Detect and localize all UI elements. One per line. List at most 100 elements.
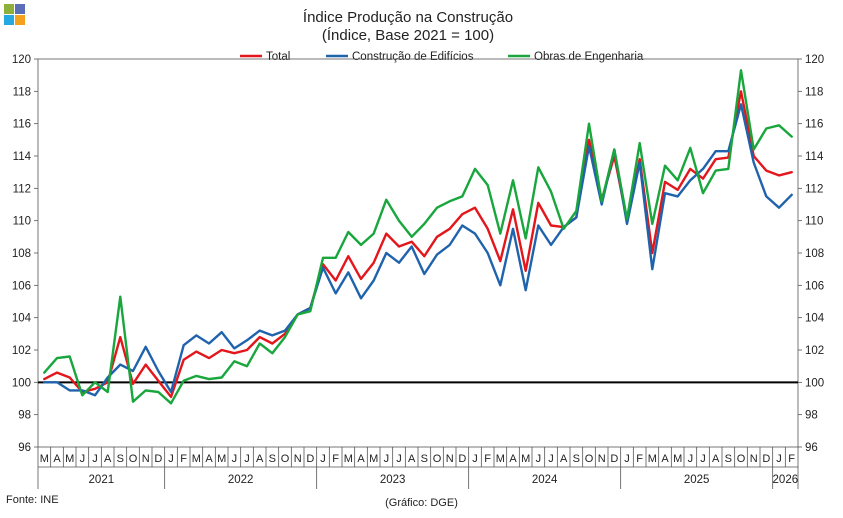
y-tick-label-right: 112 xyxy=(805,183,823,195)
y-tick-label-right: 102 xyxy=(805,345,824,357)
y-axes: 96 96 98 98 100 100 102 102 104 104 106 106 108 108 11… xyxy=(12,54,825,454)
x-month-label: J xyxy=(320,453,326,465)
x-month-label: A xyxy=(408,453,416,465)
x-month-label: F xyxy=(636,453,643,465)
logo-square-blue xyxy=(15,4,25,14)
x-month-label: A xyxy=(104,453,112,465)
x-month-label: D xyxy=(154,453,162,465)
y-tick-label-left: 106 xyxy=(12,280,31,292)
x-month-label: J xyxy=(776,453,782,465)
y-tick-label-left: 96 xyxy=(18,442,31,454)
x-month-label: N xyxy=(598,453,606,465)
x-month-label: J xyxy=(244,453,250,465)
x-month-label: M xyxy=(192,453,201,465)
x-month-label: J xyxy=(92,453,98,465)
x-month-label: M xyxy=(217,453,226,465)
x-month-label: D xyxy=(458,453,466,465)
x-month-label: O xyxy=(129,453,138,465)
x-month-label: A xyxy=(712,453,720,465)
x-month-label: A xyxy=(53,453,61,465)
x-month-label: D xyxy=(762,453,770,465)
y-tick-label-right: 98 xyxy=(805,410,818,422)
x-month-label: M xyxy=(496,453,505,465)
x-year-label: 2023 xyxy=(380,474,406,486)
x-year-label: 2025 xyxy=(684,474,710,486)
chart-title: Índice Produção na Construção xyxy=(303,9,513,26)
x-month-label: J xyxy=(232,453,238,465)
x-month-label: N xyxy=(294,453,302,465)
x-month-label: O xyxy=(737,453,746,465)
x-month-label: S xyxy=(421,453,428,465)
y-tick-label-left: 98 xyxy=(18,410,31,422)
y-tick-label-left: 118 xyxy=(13,86,31,98)
x-month-label: M xyxy=(344,453,353,465)
x-month-label: D xyxy=(306,453,314,465)
y-tick-label-left: 110 xyxy=(13,216,31,228)
x-year-label: 2022 xyxy=(228,474,254,486)
y-tick-label-right: 96 xyxy=(805,442,818,454)
legend: Total Construção de Edifícios Obras de Eng… xyxy=(240,51,644,63)
x-month-label: J xyxy=(536,453,542,465)
y-tick-label-left: 108 xyxy=(12,248,31,260)
x-month-label: F xyxy=(332,453,339,465)
legend-label: Obras de Engenharia xyxy=(534,51,644,63)
x-month-label: J xyxy=(472,453,478,465)
x-month-label: S xyxy=(117,453,124,465)
x-year-label: 2024 xyxy=(532,474,558,486)
y-tick-label-left: 120 xyxy=(12,54,31,66)
x-month-label: M xyxy=(40,453,49,465)
y-tick-label-right: 100 xyxy=(805,377,824,389)
x-month-label: S xyxy=(573,453,580,465)
x-month-label: M xyxy=(521,453,530,465)
legend-label: Total xyxy=(266,51,290,63)
x-month-label: J xyxy=(168,453,174,465)
source-note: Fonte: INE xyxy=(6,494,59,506)
chart-subtitle: (Índice, Base 2021 = 100) xyxy=(322,27,494,44)
y-tick-label-right: 120 xyxy=(805,54,824,66)
x-month-label: F xyxy=(180,453,187,465)
x-month-label: F xyxy=(484,453,491,465)
graph-credit: (Gráfico: DGE) xyxy=(385,497,458,509)
x-month-label: D xyxy=(610,453,618,465)
logo-square-cyan xyxy=(4,15,14,25)
y-tick-label-right: 104 xyxy=(805,313,825,325)
x-month-label: J xyxy=(548,453,554,465)
x-month-label: S xyxy=(725,453,732,465)
y-tick-label-left: 100 xyxy=(12,377,31,389)
plot-area xyxy=(37,58,799,448)
x-year-label: 2026 xyxy=(773,474,799,486)
logo-square-green xyxy=(4,4,14,14)
y-tick-label-left: 102 xyxy=(12,345,31,357)
legend-label: Construção de Edifícios xyxy=(352,51,474,63)
y-tick-label-left: 116 xyxy=(13,119,31,131)
x-month-label: M xyxy=(673,453,682,465)
plot-frame xyxy=(37,58,799,448)
ine-logo xyxy=(4,4,26,26)
y-tick-label-left: 112 xyxy=(13,183,31,195)
x-month-label: A xyxy=(661,453,669,465)
x-month-label: M xyxy=(648,453,657,465)
y-tick-label-right: 106 xyxy=(805,280,824,292)
x-month-label: N xyxy=(142,453,150,465)
series-line-obras-de-engenharia xyxy=(43,69,793,405)
x-month-label: J xyxy=(396,453,402,465)
x-month-label: F xyxy=(788,453,795,465)
y-tick-label-right: 108 xyxy=(805,248,824,260)
x-month-label: J xyxy=(700,453,706,465)
x-month-label: N xyxy=(750,453,758,465)
x-month-label: J xyxy=(688,453,694,465)
x-month-label: O xyxy=(281,453,290,465)
x-year-label: 2021 xyxy=(89,474,115,486)
x-month-label: J xyxy=(624,453,630,465)
x-month-label: O xyxy=(433,453,442,465)
y-tick-label-right: 110 xyxy=(805,216,823,228)
y-tick-label-right: 114 xyxy=(805,151,824,163)
x-month-label: O xyxy=(585,453,594,465)
series-line-constru-o-de-edif-cios xyxy=(43,103,793,397)
x-month-label: M xyxy=(369,453,378,465)
x-month-label: N xyxy=(446,453,454,465)
y-tick-label-right: 118 xyxy=(805,86,823,98)
x-month-label: S xyxy=(269,453,276,465)
